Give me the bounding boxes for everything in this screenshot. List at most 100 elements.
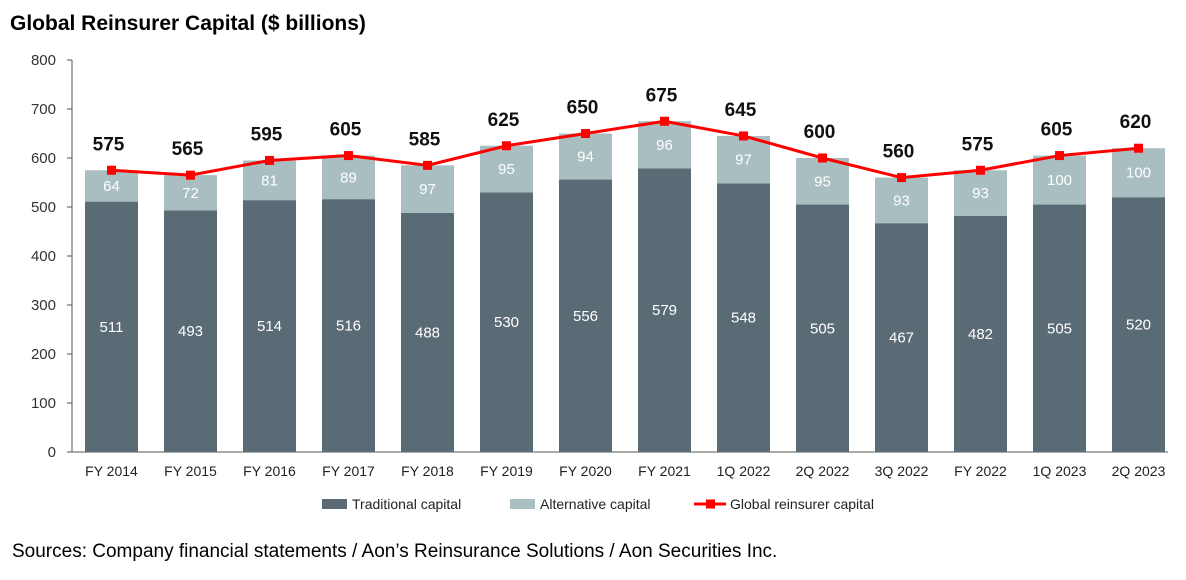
x-tick-label: FY 2022 (954, 463, 1007, 479)
y-tick-label: 400 (31, 248, 56, 265)
data-label-traditional: 530 (494, 314, 519, 331)
bar-traditional (164, 210, 217, 452)
legend-label-traditional: Traditional capital (352, 496, 461, 512)
legend-label-total: Global reinsurer capital (730, 496, 874, 512)
line-marker (581, 129, 590, 138)
bar-alternative (1033, 155, 1086, 205)
bar-alternative (322, 155, 375, 200)
line-marker (739, 131, 748, 141)
data-label-total: 600 (804, 122, 836, 143)
legend-swatch-alternative (510, 499, 535, 509)
bar-traditional (322, 199, 375, 452)
bar-traditional (480, 192, 533, 453)
data-label-total: 605 (1041, 120, 1073, 141)
bar-alternative (796, 158, 849, 205)
data-label-alternative: 72 (182, 185, 199, 202)
data-label-alternative: 93 (893, 192, 910, 209)
data-label-traditional: 511 (100, 319, 124, 336)
data-label-total: 585 (409, 129, 441, 150)
line-marker (818, 153, 827, 163)
x-tick-label: FY 2020 (559, 463, 612, 479)
x-tick-label: FY 2015 (164, 463, 217, 479)
bar-traditional (401, 212, 454, 452)
data-label-total: 650 (567, 98, 599, 119)
bar-alternative (717, 135, 770, 184)
bar-traditional (1112, 197, 1165, 452)
legend-swatch-marker (706, 499, 715, 509)
source-note: Sources: Company financial statements / … (12, 541, 778, 562)
data-label-total: 625 (488, 110, 520, 131)
line-marker (1134, 143, 1143, 153)
x-tick-label: FY 2018 (401, 463, 454, 479)
data-label-alternative: 95 (814, 173, 831, 190)
chart-title: Global Reinsurer Capital ($ billions) (10, 12, 366, 35)
line-marker (186, 170, 195, 180)
data-label-traditional: 556 (573, 308, 598, 325)
y-tick-label: 100 (31, 395, 56, 412)
data-label-traditional: 548 (731, 310, 756, 327)
line-marker (660, 116, 669, 126)
y-tick-label: 0 (48, 444, 56, 461)
legend-swatch-traditional (322, 499, 347, 509)
data-label-total: 675 (646, 85, 678, 106)
x-tick-label: FY 2019 (480, 463, 533, 479)
data-label-traditional: 516 (336, 318, 361, 335)
bar-traditional (954, 215, 1007, 452)
data-label-alternative: 95 (498, 161, 515, 178)
y-tick-label: 500 (31, 199, 56, 216)
line-marker (1055, 151, 1064, 161)
bar-traditional (875, 223, 928, 452)
y-tick-label: 700 (31, 101, 56, 118)
x-tick-label: 3Q 2022 (875, 463, 929, 479)
y-tick-label: 800 (31, 52, 56, 69)
y-tick-label: 200 (31, 346, 56, 363)
legend-label-alternative: Alternative capital (540, 496, 651, 512)
bar-alternative (638, 121, 691, 169)
bar-alternative (954, 170, 1007, 216)
line-marker (976, 165, 985, 175)
bar-alternative (559, 133, 612, 180)
bar-traditional (243, 200, 296, 452)
data-label-alternative: 81 (261, 172, 278, 189)
x-tick-label: 2Q 2022 (796, 463, 850, 479)
bar-alternative (164, 175, 217, 211)
data-label-traditional: 493 (178, 323, 203, 340)
y-tick-label: 300 (31, 297, 56, 314)
x-tick-label: FY 2021 (638, 463, 691, 479)
data-label-total: 575 (93, 134, 125, 155)
data-label-total: 620 (1120, 112, 1152, 133)
data-label-traditional: 488 (415, 324, 440, 341)
y-tick-label: 600 (31, 150, 56, 167)
bar-alternative (875, 177, 928, 224)
line-marker (344, 151, 353, 161)
data-label-total: 565 (172, 139, 204, 160)
bar-alternative (401, 165, 454, 213)
bar-traditional (638, 168, 691, 453)
data-label-alternative: 100 (1126, 165, 1151, 182)
x-tick-label: 1Q 2023 (1033, 463, 1087, 479)
data-label-alternative: 97 (419, 181, 436, 198)
data-label-alternative: 93 (972, 185, 989, 202)
line-marker (107, 165, 116, 175)
line-marker (897, 173, 906, 183)
bar-traditional (796, 204, 849, 452)
data-label-total: 595 (251, 124, 283, 145)
bar-alternative (85, 170, 138, 202)
x-tick-label: FY 2016 (243, 463, 296, 479)
line-marker (423, 160, 432, 170)
data-label-alternative: 96 (656, 137, 673, 154)
data-label-alternative: 89 (340, 169, 357, 186)
line-global-capital (111, 119, 1139, 180)
data-label-traditional: 505 (810, 320, 835, 337)
bar-traditional (85, 201, 138, 452)
data-label-total: 645 (725, 100, 757, 121)
data-label-alternative: 97 (735, 152, 752, 169)
data-label-total: 605 (330, 120, 362, 141)
x-tick-label: 1Q 2022 (717, 463, 771, 479)
data-label-traditional: 579 (652, 302, 677, 319)
x-tick-label: 2Q 2023 (1112, 463, 1166, 479)
bar-traditional (1033, 204, 1086, 452)
bar-alternative (480, 145, 533, 193)
data-label-alternative: 64 (103, 178, 120, 195)
data-label-traditional: 520 (1126, 317, 1151, 334)
